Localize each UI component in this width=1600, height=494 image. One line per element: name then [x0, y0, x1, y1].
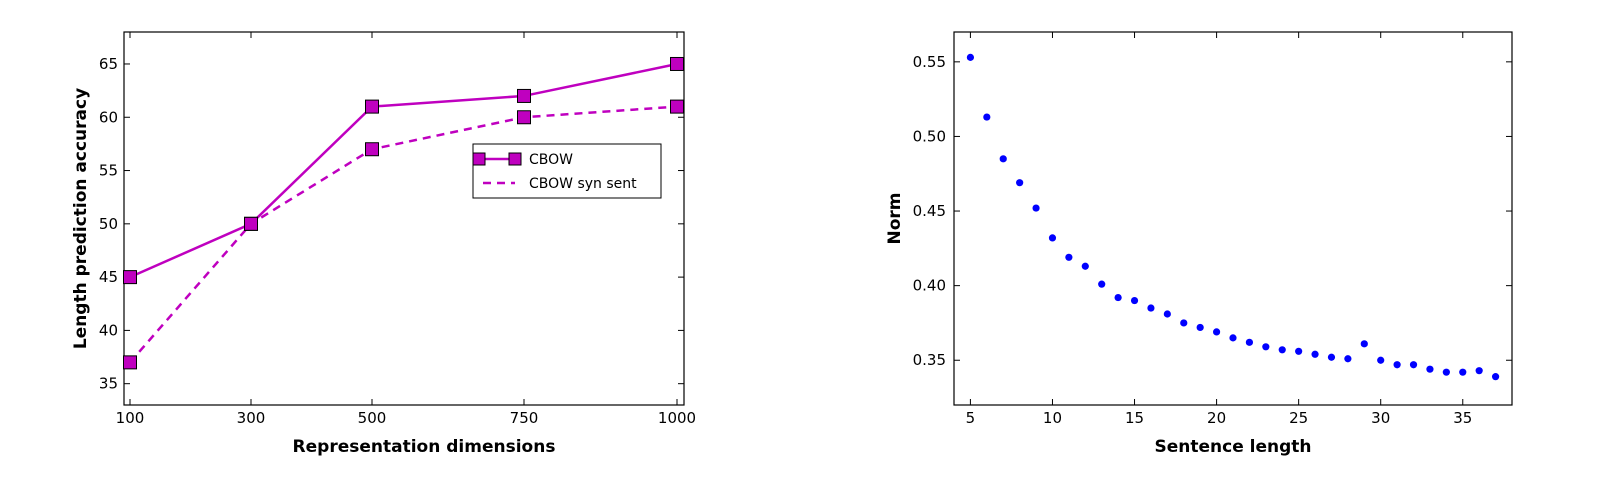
scatter-point — [1442, 368, 1450, 376]
x-tick-label: 5 — [966, 409, 976, 427]
x-tick-label: 10 — [1043, 409, 1062, 427]
scatter-point — [1360, 340, 1368, 348]
scatter-point — [1344, 355, 1352, 363]
y-axis-title: Norm — [885, 192, 905, 244]
y-tick-label: 0.45 — [913, 202, 946, 220]
data-point-marker — [365, 99, 379, 114]
y-tick-label: 0.35 — [913, 351, 946, 369]
scatter-point — [1475, 367, 1483, 375]
plot-frame-left — [123, 31, 685, 406]
x-tick-label: 1000 — [658, 409, 696, 427]
scatter-point — [1032, 204, 1040, 212]
x-axis-title: Representation dimensions — [293, 437, 556, 457]
data-point-marker — [123, 270, 137, 285]
scatter-point — [1048, 234, 1057, 242]
scatter-point — [1426, 365, 1434, 373]
data-point-marker — [365, 142, 379, 157]
y-tick-label: 55 — [99, 162, 118, 180]
scatter-point — [1491, 373, 1500, 381]
x-tick-label: 15 — [1125, 409, 1144, 427]
x-tick-label: 100 — [116, 409, 145, 427]
x-tick-label: 750 — [510, 409, 539, 427]
data-point-marker — [670, 56, 684, 71]
scatter-point — [983, 113, 991, 121]
scatter-point — [1377, 356, 1385, 364]
data-point-marker — [517, 110, 531, 125]
data-point-marker — [123, 355, 137, 370]
scatter-point — [1016, 179, 1024, 187]
x-tick-label: 500 — [358, 409, 387, 427]
legend-box — [472, 143, 662, 199]
scatter-point — [1065, 253, 1073, 261]
scatter-point — [1081, 262, 1089, 270]
scatter-point — [1196, 323, 1204, 332]
legend-label-cbow-syn-sent: CBOW syn sent — [529, 176, 637, 192]
legend-marker — [508, 152, 522, 166]
scatter-point — [1278, 346, 1286, 354]
x-tick-label: 30 — [1371, 409, 1390, 427]
y-tick-label: 65 — [99, 55, 118, 73]
scatter-point — [1295, 347, 1303, 355]
data-point-marker — [244, 216, 258, 231]
scatter-point — [966, 53, 975, 61]
x-tick-label: 20 — [1207, 409, 1226, 427]
y-tick-label: 0.40 — [913, 277, 946, 295]
scatter-point — [1409, 361, 1418, 369]
scatter-point — [1393, 361, 1401, 369]
legend-label-cbow: CBOW — [529, 152, 573, 168]
scatter-point — [1212, 328, 1221, 336]
plot-frame-right — [953, 31, 1513, 406]
y-tick-label: 60 — [99, 108, 118, 126]
scatter-point — [1114, 293, 1122, 302]
legend-marker — [472, 152, 486, 166]
y-axis-title: Length prediction accuracy — [71, 88, 91, 349]
scatter-point — [1229, 334, 1237, 342]
scatter-point — [1459, 368, 1467, 376]
y-tick-label: 40 — [99, 321, 118, 339]
scatter-point — [1098, 280, 1106, 288]
data-point-marker — [670, 99, 684, 114]
y-tick-label: 45 — [99, 268, 118, 286]
scatter-point — [1262, 343, 1270, 351]
y-tick-label: 50 — [99, 215, 118, 233]
scatter-point — [1147, 304, 1155, 312]
scatter-point — [999, 155, 1007, 163]
data-point-marker — [517, 88, 531, 103]
scatter-point — [1245, 338, 1254, 346]
scatter-point — [1180, 319, 1188, 327]
y-tick-label: 0.55 — [913, 53, 946, 71]
x-tick-label: 300 — [237, 409, 266, 427]
x-tick-label: 25 — [1289, 409, 1308, 427]
scatter-point — [1327, 353, 1336, 361]
y-tick-label: 35 — [99, 375, 118, 393]
scatter-point — [1311, 350, 1319, 358]
scatter-point — [1130, 296, 1139, 305]
x-tick-label: 35 — [1453, 409, 1472, 427]
y-tick-label: 0.50 — [913, 127, 946, 145]
x-axis-title: Sentence length — [1154, 437, 1311, 457]
scatter-point — [1163, 310, 1171, 318]
